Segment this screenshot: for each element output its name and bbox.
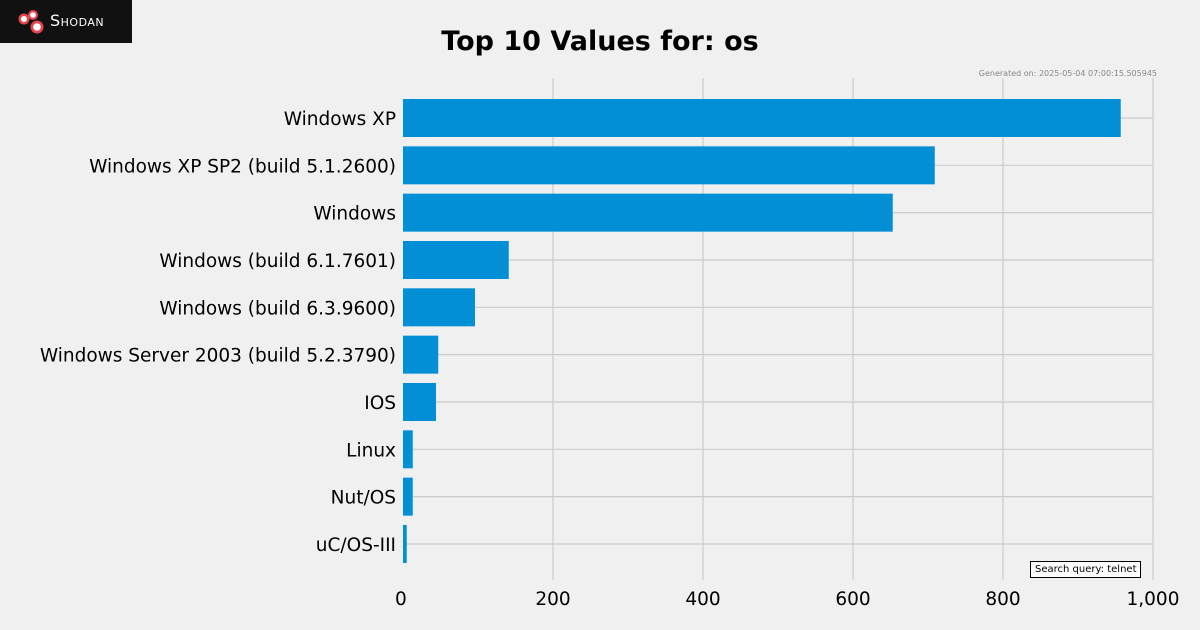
- bar: [403, 193, 893, 232]
- shodan-logo[interactable]: Shodan: [0, 0, 132, 43]
- x-tick-label: 1,000: [1127, 589, 1180, 610]
- bar: [403, 430, 413, 469]
- category-label: Windows (build 6.1.7601): [159, 251, 396, 272]
- category-label: Linux: [346, 440, 396, 461]
- x-tick-label: 400: [685, 589, 720, 610]
- category-label: Windows Server 2003 (build 5.2.3790): [40, 346, 396, 367]
- chart-title: Top 10 Values for: os: [441, 26, 759, 57]
- category-label: Nut/OS: [331, 488, 396, 509]
- bar: [403, 524, 407, 563]
- shodan-logo-icon: [18, 10, 44, 34]
- bar: [403, 99, 1121, 137]
- x-tick-label: 600: [835, 589, 870, 610]
- x-tick-label: 800: [985, 589, 1020, 610]
- category-label: Windows: [313, 204, 396, 225]
- category-label: Windows (build 6.3.9600): [159, 298, 396, 319]
- bar: [403, 477, 413, 516]
- bar: [403, 240, 509, 279]
- x-tick-label: 0: [395, 589, 407, 610]
- x-tick-label: 200: [535, 589, 570, 610]
- search-query-label: Search query: telnet: [1030, 561, 1142, 578]
- category-label: IOS: [364, 393, 396, 414]
- logo-text: Shodan: [50, 11, 105, 30]
- category-label: uC/OS-III: [316, 535, 396, 556]
- bar: [403, 382, 436, 421]
- bar: [403, 335, 439, 374]
- category-label: Windows XP SP2 (build 5.1.2600): [89, 156, 396, 177]
- generated-timestamp: Generated on: 2025-05-04 07:00:15.505945: [978, 69, 1157, 78]
- bar: [403, 146, 935, 185]
- bar: [403, 288, 475, 327]
- category-label: Windows XP: [284, 109, 396, 130]
